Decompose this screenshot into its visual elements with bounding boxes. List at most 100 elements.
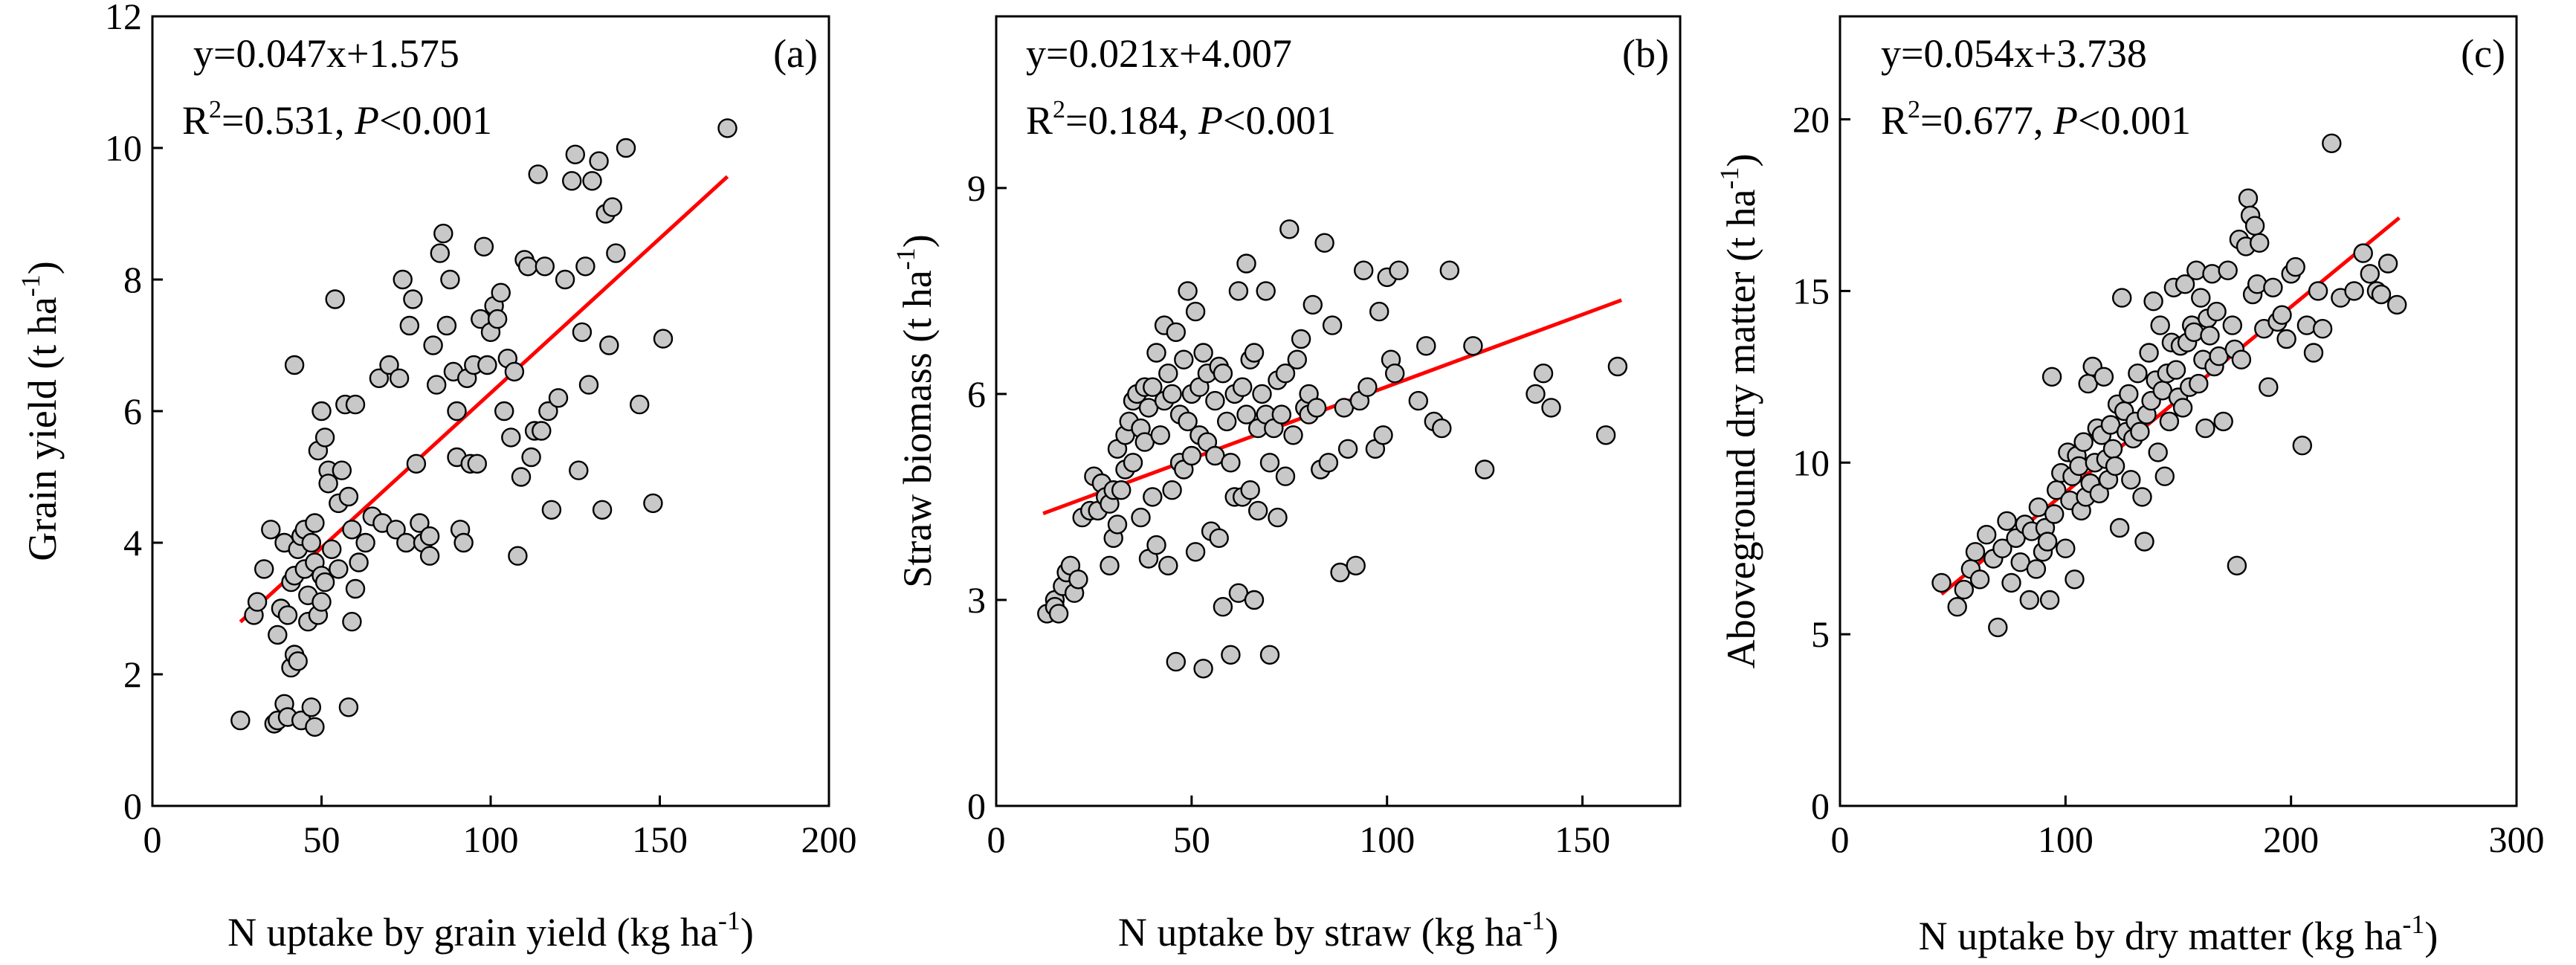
panel-b-data-point-131	[1474, 459, 1495, 480]
panel-c-data-point-31	[2065, 569, 2085, 590]
panel-a-data-point-93	[501, 427, 521, 448]
panel-c-frame	[1839, 15, 2518, 807]
panel-c-x-tick-label-1: 100	[2038, 819, 2094, 860]
panel-b-data-point-82	[1240, 480, 1260, 500]
panel-c-y-tick-label-4: 20	[1792, 99, 1830, 141]
panel-a-data-point-57	[379, 355, 399, 375]
panel-c-data-point-68	[2148, 442, 2168, 462]
panel-b-data-point-109	[1318, 453, 1339, 473]
panel-b-fit-group	[1042, 298, 1622, 516]
panel-c-y-tick-label-0: 0	[1811, 785, 1830, 827]
panel-b-data-point-67	[1209, 528, 1229, 548]
panel-a-data-point-3	[254, 559, 274, 579]
panel-c-data-point-23	[2041, 367, 2062, 387]
panel-b-data-point-69	[1213, 364, 1233, 384]
panel-a-data-point-62	[399, 315, 419, 336]
panel-b-data-point-98	[1279, 219, 1300, 239]
panel-b-points	[1037, 219, 1628, 679]
panel-a-data-point-107	[555, 269, 575, 290]
panel-b-data-point-3	[1048, 604, 1069, 624]
panel-a-data-point-36	[314, 427, 335, 448]
panel-a-data-point-37	[314, 572, 335, 593]
panel-a-data-point-108	[562, 171, 582, 191]
panel-a-data-point-90	[491, 283, 511, 303]
panel-a-data-point-41	[325, 289, 345, 309]
panel-b-x-ticks: 0 50 100 150	[987, 795, 1610, 860]
panel-b-data-point-21	[1111, 480, 1132, 500]
panel-a-data-point-39	[318, 474, 338, 494]
panel-a-label: (a)	[773, 31, 818, 76]
panel-b: 0 50 100 150 0 3 6 9 y=0.021x+4.007 R2=0.184, …	[891, 15, 1682, 955]
panel-c-label: (c)	[2461, 31, 2505, 76]
panel-c-data-point-86	[2189, 373, 2209, 394]
panel-a-data-point-115	[589, 151, 609, 171]
panel-a-data-point-121	[616, 138, 636, 158]
panel-b-y-tick-label-1: 3	[967, 579, 986, 621]
panel-a-data-point-70	[427, 375, 447, 395]
panel-b-data-point-96	[1275, 364, 1296, 384]
panel-c-data-point-104	[2238, 188, 2259, 208]
panel-c-data-point-102	[2231, 349, 2252, 369]
panel-a-data-point-104	[538, 401, 558, 422]
panel-a-data-point-96	[511, 467, 532, 487]
panel-a-y-tick-label-3: 6	[123, 390, 142, 432]
panel-a-x-tick-label-0: 0	[143, 819, 162, 860]
panel-a-data-point-50	[345, 394, 366, 415]
panel-c-data-point-92	[2202, 264, 2222, 284]
panel-c-data-point-100	[2227, 555, 2247, 575]
panel-c-data-point-127	[2360, 264, 2380, 284]
panel-a-data-point-85	[474, 236, 494, 256]
panel-a-data-point-42	[329, 559, 349, 579]
panel-c-x-ticks: 0 100 200 300	[1831, 795, 2545, 860]
panel-b-data-point-87	[1252, 384, 1272, 404]
panel-a-data-point-29	[305, 513, 325, 533]
panel-a-data-point-116	[592, 500, 613, 520]
panel-a-y-tick-label-2: 4	[123, 522, 142, 564]
panel-c-data-point-76	[2166, 360, 2186, 380]
panel-b-data-point-72	[1221, 453, 1241, 473]
panel-a-data-point-59	[389, 368, 410, 388]
panel-c-data-point-24	[2044, 504, 2065, 524]
panel-a-y-ticks: 0 2 4 6 8 10 12	[105, 0, 163, 827]
panel-b-data-point-79	[1236, 254, 1256, 274]
panel-c-data-point-66	[2143, 291, 2163, 312]
panel-a-data-point-11	[277, 605, 298, 625]
panel-c-data-point-94	[2207, 301, 2227, 322]
panel-c-data-point-96	[2213, 411, 2233, 432]
panel-b-data-point-94	[1268, 507, 1288, 528]
panel-c-data-point-60	[2130, 422, 2150, 442]
panel-a-data-point-123	[643, 493, 663, 514]
panel-b-data-point-37	[1146, 343, 1166, 363]
panel-c-data-point-119	[2296, 315, 2317, 335]
panel-a-data-point-124	[653, 329, 674, 349]
panel-a-data-point-44	[332, 460, 352, 480]
panel-c-data-point-122	[2312, 319, 2333, 339]
panel-a-data-point-65	[410, 513, 430, 533]
panel-b-data-point-95	[1271, 404, 1291, 425]
panel-c-data-point-52	[2112, 288, 2132, 308]
panel-b-data-point-51	[1178, 411, 1198, 432]
panel-c-x-tick-label-2: 200	[2263, 819, 2319, 860]
panel-b-data-point-133	[1533, 364, 1554, 384]
panel-c-x-axis-title: N uptake by dry matter (kg ha-1)	[1919, 909, 2438, 958]
panel-a-y-tick-label-1: 2	[123, 653, 142, 695]
panel-c-data-point-22	[2039, 590, 2060, 610]
panel-c-equation: y=0.054x+3.738	[1881, 31, 2147, 76]
panel-c-data-point-9	[1992, 538, 2012, 558]
panel-b-data-point-89	[1256, 281, 1276, 301]
panel-a-data-point-33	[311, 592, 332, 612]
panel-b-label: (b)	[1622, 31, 1669, 76]
panel-c-y-tick-label-1: 5	[1811, 613, 1830, 655]
panel-b-data-point-91	[1259, 453, 1280, 473]
panel-a-data-point-48	[342, 520, 362, 540]
panel-b-data-point-128	[1432, 418, 1452, 439]
panel-b-data-point-83	[1244, 343, 1265, 363]
panel-a-x-axis-title: N uptake by grain yield (kg ha-1)	[227, 906, 754, 955]
panel-a-r2-stat: R2=0.531, P<0.001	[182, 96, 492, 143]
panel-b-data-point-86	[1248, 500, 1268, 521]
panel-c-x-tick-label-0: 0	[1831, 819, 1850, 860]
panel-c-data-point-8	[1988, 617, 2008, 638]
panel-a-data-point-30	[305, 717, 325, 737]
panel-b-data-point-43	[1162, 480, 1182, 500]
